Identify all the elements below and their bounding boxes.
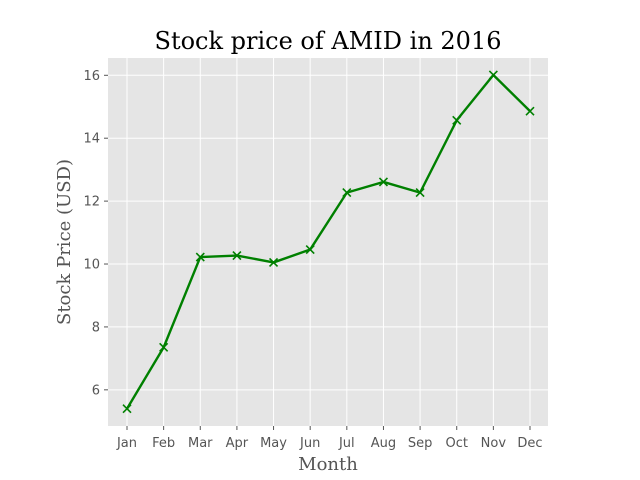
data-point-marker <box>488 70 498 80</box>
y-axis-ticks: 6 8 10 12 14 16 <box>83 69 108 398</box>
y-tick-label: 14 <box>83 132 100 147</box>
data-point-marker <box>159 342 169 352</box>
y-axis-label: Stock Price (USD) <box>54 159 75 325</box>
x-axis-ticks: Jan Feb Mar Apr May Jun Jul Aug Sep Oct Nov Dec <box>116 426 543 451</box>
x-tick-label: Sep <box>408 436 433 451</box>
x-gridlines <box>126 58 531 426</box>
x-tick-label: Jan <box>116 436 137 451</box>
plot-area <box>108 58 548 426</box>
series-line <box>125 73 531 410</box>
x-tick-label: Mar <box>188 436 213 451</box>
data-point-marker <box>525 106 535 116</box>
y-tick-label: 10 <box>83 258 100 273</box>
y-tick-label: 16 <box>83 69 100 84</box>
data-point-marker <box>305 244 315 255</box>
data-point-marker <box>122 404 132 414</box>
data-point-marker <box>268 257 279 268</box>
x-tick-label: Oct <box>445 436 467 451</box>
data-point-marker <box>342 188 352 198</box>
data-point-marker <box>452 115 462 125</box>
y-gridlines <box>108 74 548 391</box>
data-point-marker <box>195 252 205 262</box>
data-point-marker <box>415 188 425 198</box>
x-tick-label: Feb <box>152 436 175 451</box>
data-point-marker <box>232 250 242 261</box>
y-tick-label: 6 <box>92 383 100 398</box>
x-tick-label: Apr <box>226 436 249 451</box>
series-layer <box>122 70 535 414</box>
y-tick-label: 12 <box>83 195 100 210</box>
data-point-marker <box>378 177 389 187</box>
y-tick-label: 8 <box>92 320 100 335</box>
chart-title: Stock price of AMID in 2016 <box>155 27 502 55</box>
x-tick-label: Jun <box>299 436 320 451</box>
x-tick-label: Dec <box>517 436 542 451</box>
x-tick-label: May <box>260 436 287 451</box>
x-tick-label: Jul <box>338 436 355 451</box>
x-tick-label: Aug <box>371 436 396 451</box>
x-tick-label: Nov <box>481 436 507 451</box>
x-axis-label: Month <box>298 454 358 475</box>
